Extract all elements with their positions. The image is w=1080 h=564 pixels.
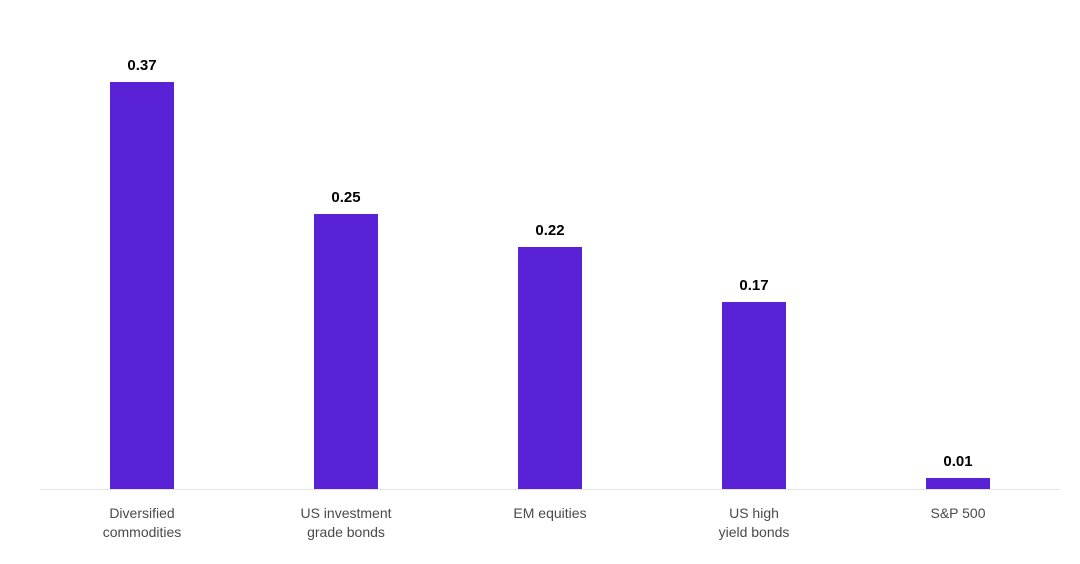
- x-axis-label: US high yield bonds: [652, 504, 856, 542]
- bar-slot: 0.17: [652, 20, 856, 489]
- bars-row: 0.37 0.25 0.22 0.17 0.01: [40, 20, 1060, 489]
- bar-chart: 0.37 0.25 0.22 0.17 0.01 Diversified co: [0, 0, 1080, 564]
- plot-area: 0.37 0.25 0.22 0.17 0.01: [40, 20, 1060, 490]
- bar-slot: 0.01: [856, 20, 1060, 489]
- bar-rect: [722, 302, 786, 489]
- bar-value-label: 0.01: [943, 453, 972, 470]
- bar-value-label: 0.25: [331, 189, 360, 206]
- bar-rect: [518, 247, 582, 489]
- bar-slot: 0.25: [244, 20, 448, 489]
- x-axis-label: EM equities: [448, 504, 652, 542]
- bar-slot: 0.37: [40, 20, 244, 489]
- bar-rect: [110, 82, 174, 489]
- x-axis-label: Diversified commodities: [40, 504, 244, 542]
- bar-value-label: 0.17: [739, 277, 768, 294]
- bar-value-label: 0.22: [535, 222, 564, 239]
- x-axis-labels: Diversified commodities US investment gr…: [40, 504, 1060, 542]
- bar-value-label: 0.37: [127, 57, 156, 74]
- bar-rect: [926, 478, 990, 489]
- bar-slot: 0.22: [448, 20, 652, 489]
- bar-rect: [314, 214, 378, 489]
- x-axis-label: US investment grade bonds: [244, 504, 448, 542]
- x-axis-label: S&P 500: [856, 504, 1060, 542]
